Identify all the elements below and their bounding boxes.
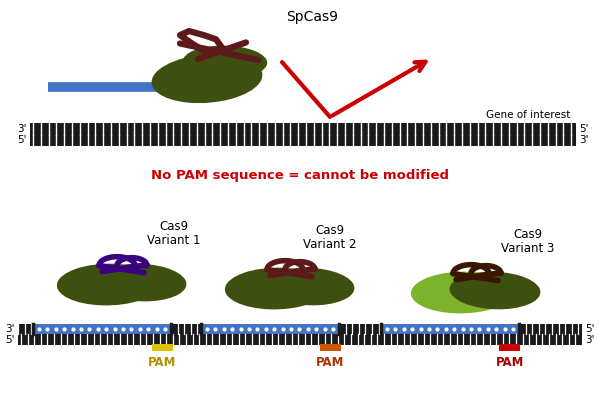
FancyBboxPatch shape	[381, 324, 519, 334]
Text: PAM: PAM	[496, 356, 524, 369]
FancyBboxPatch shape	[339, 324, 381, 334]
FancyBboxPatch shape	[201, 324, 339, 334]
FancyBboxPatch shape	[320, 343, 341, 351]
Ellipse shape	[411, 272, 513, 313]
FancyBboxPatch shape	[33, 324, 171, 334]
Text: 3': 3'	[17, 124, 27, 134]
FancyBboxPatch shape	[30, 135, 576, 146]
FancyBboxPatch shape	[519, 324, 582, 334]
Text: Cas9
Variant 3: Cas9 Variant 3	[502, 228, 554, 255]
Text: 5': 5'	[579, 124, 589, 134]
Text: PAM: PAM	[316, 356, 344, 369]
Text: Cas9
Variant 1: Cas9 Variant 1	[147, 220, 201, 247]
Text: 5': 5'	[5, 335, 15, 345]
FancyBboxPatch shape	[18, 334, 582, 345]
Text: SpCas9: SpCas9	[286, 10, 338, 23]
Text: Cas9
Variant 2: Cas9 Variant 2	[303, 224, 357, 251]
Text: 5': 5'	[585, 324, 595, 334]
Text: 3': 3'	[5, 324, 15, 334]
Text: Gene of interest: Gene of interest	[485, 110, 570, 120]
FancyBboxPatch shape	[171, 324, 201, 334]
Ellipse shape	[449, 272, 541, 309]
Text: No PAM sequence = cannot be modified: No PAM sequence = cannot be modified	[151, 170, 449, 182]
FancyBboxPatch shape	[499, 343, 520, 351]
FancyBboxPatch shape	[30, 123, 576, 135]
Ellipse shape	[95, 264, 187, 301]
Text: 3': 3'	[579, 135, 589, 145]
Text: 3': 3'	[585, 335, 595, 345]
Text: 5': 5'	[17, 135, 27, 145]
Ellipse shape	[225, 268, 327, 309]
Ellipse shape	[152, 54, 262, 103]
FancyBboxPatch shape	[152, 343, 173, 351]
Ellipse shape	[57, 264, 159, 305]
FancyBboxPatch shape	[18, 324, 33, 334]
Ellipse shape	[263, 268, 355, 305]
Text: PAM: PAM	[148, 356, 176, 369]
Ellipse shape	[183, 46, 267, 78]
